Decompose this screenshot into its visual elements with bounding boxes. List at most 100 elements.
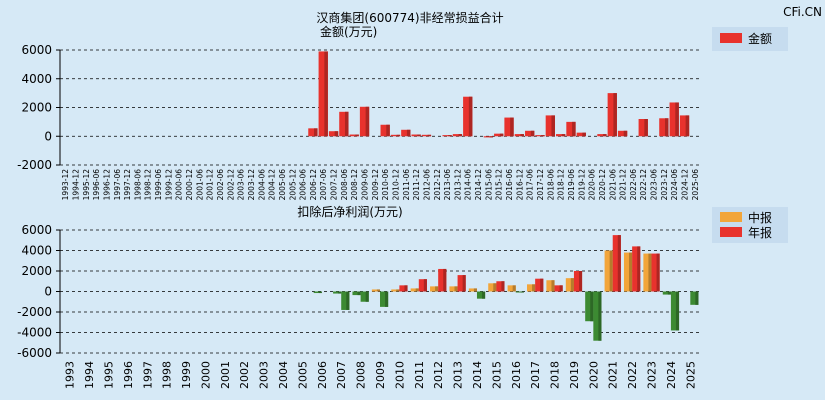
bar-年报-2017-fill xyxy=(535,278,544,292)
bar-2010-06 xyxy=(380,124,390,137)
xtick-label-2017-12: 2017-12 xyxy=(536,169,545,201)
bar-中报-2014-shade xyxy=(473,288,477,292)
xtick-label-2016-12: 2016-12 xyxy=(515,169,524,201)
bar-年报-2023-shade xyxy=(656,253,660,292)
bar-2020-12 xyxy=(597,134,607,137)
bar-年报-2020 xyxy=(593,291,602,341)
bar-年报-2009-shade xyxy=(385,291,389,307)
xtick-label-2010-12: 2010-12 xyxy=(391,169,400,201)
bar-中报-2012 xyxy=(430,286,439,292)
bar-2024-12-shade xyxy=(685,115,690,137)
xtick-label-2024-12: 2024-12 xyxy=(681,169,690,201)
xtick-label-2018-12: 2018-12 xyxy=(557,169,566,201)
xtick-label-2003-12: 2003-12 xyxy=(247,169,256,201)
bar-2021-12 xyxy=(617,130,628,137)
bar-中报-2016 xyxy=(507,285,516,292)
bar-年报-2014-shade xyxy=(482,291,486,299)
bar-2011-06 xyxy=(401,129,411,137)
bar-年报-2021-fill xyxy=(612,235,621,292)
bar-2009-06-shade xyxy=(365,106,370,137)
xtick-label-2013-06: 2013-06 xyxy=(443,169,452,201)
xtick-label-2019-12: 2019-12 xyxy=(577,169,586,201)
xtick-label-2021: 2021 xyxy=(607,361,620,389)
xtick-label-2014: 2014 xyxy=(471,361,484,389)
bar-中报-2009-shade xyxy=(376,289,380,292)
xtick-label-2023-06: 2023-06 xyxy=(650,169,659,201)
bar-中报-2022 xyxy=(623,252,633,292)
bar-2022-12-fill xyxy=(638,119,648,137)
bar-中报-2009 xyxy=(371,289,380,292)
xtick-label-2015: 2015 xyxy=(490,361,503,389)
xtick-label-2000-06: 2000-06 xyxy=(175,169,184,201)
bar-年报-2017-shade xyxy=(540,278,544,292)
bar-年报-2016-fill xyxy=(515,291,524,293)
xtick-label-2003-06: 2003-06 xyxy=(237,169,246,201)
bar-中报-2007-shade xyxy=(338,291,342,294)
bar-2011-06-shade xyxy=(406,129,411,137)
xtick-label-1993-12: 1993-12 xyxy=(61,169,70,201)
bar-2012-06-shade xyxy=(427,134,432,137)
bar-2007-06-fill xyxy=(318,51,328,137)
xtick-label-2022: 2022 xyxy=(626,361,639,389)
bar-中报-2015 xyxy=(488,283,497,292)
xtick-label-2014-06: 2014-06 xyxy=(464,169,473,201)
bar-2006-12-fill xyxy=(308,128,318,137)
xtick-label-2022-12: 2022-12 xyxy=(639,169,648,201)
bar-2016-12 xyxy=(514,134,524,137)
bar-中报-2013-fill xyxy=(449,286,458,292)
bar-2021-12-shade xyxy=(623,130,628,137)
bar-年报-2021-shade xyxy=(617,235,621,292)
xtick-label-1997-12: 1997-12 xyxy=(123,169,132,201)
bar-年报-2008-shade xyxy=(365,291,369,302)
xtick-label-2000: 2000 xyxy=(199,361,212,389)
bar-年报-2023 xyxy=(651,253,660,292)
bar-2010-06-fill xyxy=(380,124,390,137)
xtick-label-2002-06: 2002-06 xyxy=(216,169,225,201)
bar-2007-12 xyxy=(328,131,339,137)
bar-2013-06-fill xyxy=(442,135,452,137)
xtick-label-2020-06: 2020-06 xyxy=(588,169,597,201)
bar-中报-2006 xyxy=(313,291,322,294)
bar-2022-12 xyxy=(638,119,648,137)
bar-中报-2022-fill xyxy=(623,252,633,292)
bar-年报-2019 xyxy=(573,271,583,292)
bar-中报-2011 xyxy=(410,288,419,292)
bar-2018-12-shade xyxy=(561,134,566,137)
bar-年报-2024 xyxy=(670,291,680,331)
xtick-label-2023: 2023 xyxy=(646,361,659,389)
xtick-label-2001: 2001 xyxy=(219,361,232,389)
bar-年报-2015 xyxy=(496,281,505,292)
xtick-label-2001-12: 2001-12 xyxy=(206,169,215,201)
ytick-label-4: -2000 xyxy=(17,158,52,172)
xtick-label-2002: 2002 xyxy=(238,361,251,389)
bar-2017-12 xyxy=(535,135,545,137)
bar-年报-2025 xyxy=(690,291,699,305)
bar-2013-12 xyxy=(452,134,463,137)
bar-2017-06-shade xyxy=(530,130,535,137)
xtick-label-1999: 1999 xyxy=(180,361,193,389)
bar-2016-06 xyxy=(504,117,514,137)
bar-中报-2007 xyxy=(333,291,342,294)
bar-2019-06-shade xyxy=(572,121,576,137)
xtick-label-2008-06: 2008-06 xyxy=(340,169,349,201)
bar-中报-2008-fill xyxy=(352,291,361,296)
xtick-label-2001-06: 2001-06 xyxy=(195,169,204,201)
xtick-label-2007: 2007 xyxy=(335,361,348,389)
bar-中报-2018 xyxy=(546,280,555,292)
bar-中报-2014-fill xyxy=(468,288,477,292)
xtick-label-2011-06: 2011-06 xyxy=(402,169,411,201)
ytick-label-6: -6000 xyxy=(17,346,52,360)
legend-swatch-annual xyxy=(720,227,742,237)
bar-中报-2024 xyxy=(662,291,671,295)
bar-2010-12-fill xyxy=(390,134,401,137)
legend-swatch-interim xyxy=(720,212,742,222)
bar-2009-06 xyxy=(359,106,370,137)
bar-2021-06-fill xyxy=(607,93,617,137)
bar-年报-2009 xyxy=(380,291,389,307)
legend-label-annual: 年报 xyxy=(748,225,772,240)
xtick-label-2005-12: 2005-12 xyxy=(288,169,297,201)
xtick-label-2008-12: 2008-12 xyxy=(350,169,359,201)
xtick-label-2008: 2008 xyxy=(355,361,368,389)
bar-中报-2017-shade xyxy=(532,284,536,292)
bar-年报-2012-shade xyxy=(443,268,447,292)
